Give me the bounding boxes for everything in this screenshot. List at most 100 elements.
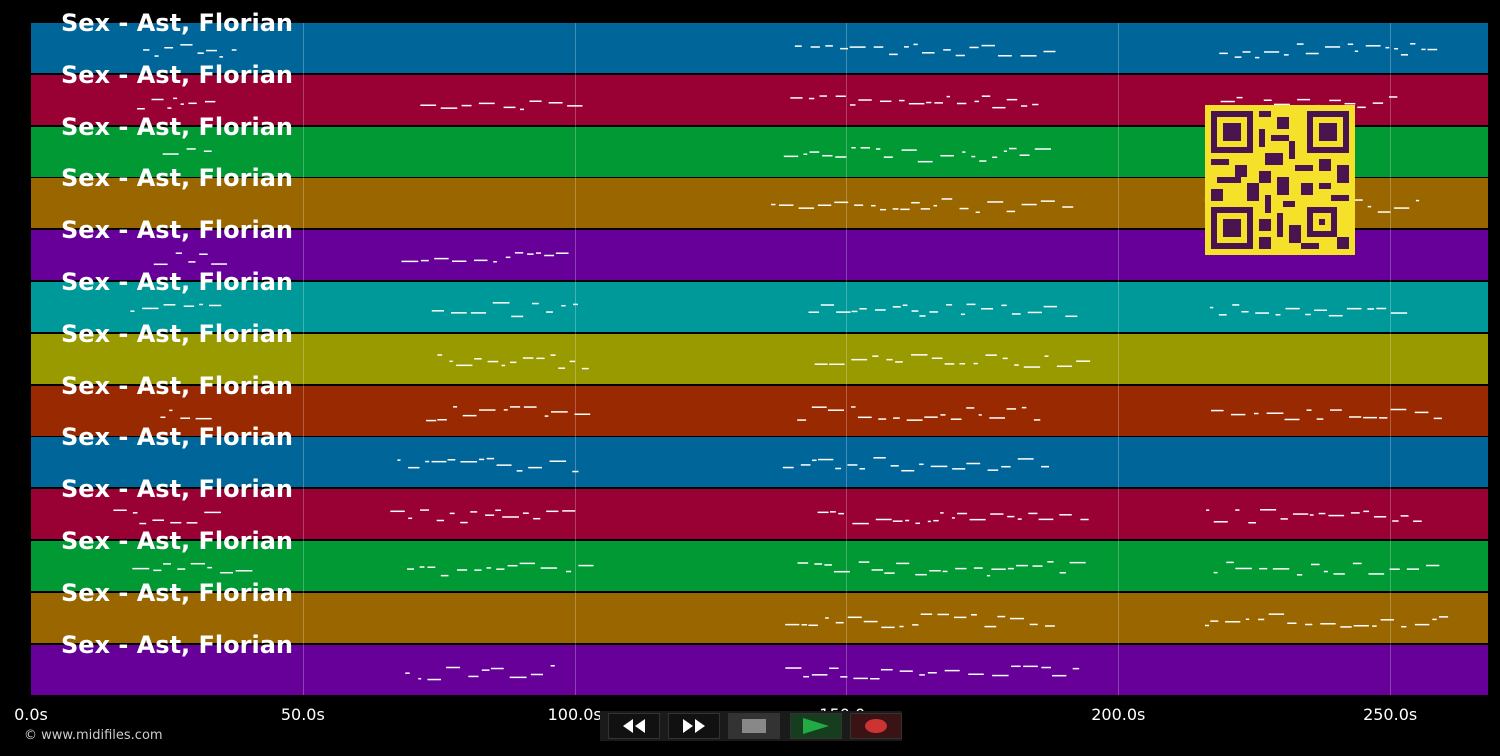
note-mark [420,104,437,106]
note-mark [811,406,827,408]
note-mark [440,574,449,577]
note-mark [902,304,908,307]
note-mark [1255,312,1270,314]
note-mark [540,567,558,569]
note-mark [1255,56,1260,59]
note-mark [1353,624,1369,627]
note-mark [881,626,895,628]
note-mark [408,467,420,469]
note-mark [505,256,511,259]
note-mark [951,517,955,519]
note-mark [1377,211,1391,214]
note-mark [558,367,566,369]
note-mark [820,304,835,306]
note-mark [819,95,827,97]
stop-icon [742,719,766,733]
note-mark [960,313,966,316]
note-mark [1021,204,1037,206]
note-mark [1318,512,1326,515]
note-mark [1235,509,1240,511]
tick-label: 0.0s [14,705,48,724]
note-mark [1006,407,1017,410]
transport-bar [600,711,902,741]
note-mark [883,155,893,158]
note-mark [544,254,555,257]
note-mark [893,416,900,419]
note-mark [851,310,858,313]
note-mark [1258,618,1265,621]
note-mark [929,311,939,313]
note-mark [197,52,204,54]
note-mark [987,201,1004,204]
note-mark [186,522,198,524]
note-mark [981,95,991,97]
note-mark [992,106,1006,109]
note-mark [1385,46,1390,49]
record-button[interactable] [850,713,902,739]
note-mark [971,155,976,157]
note-mark [811,673,828,676]
rewind-button[interactable] [608,713,660,739]
note-mark [879,100,892,102]
note-mark [991,568,1006,570]
note-mark [532,302,539,305]
note-mark [486,567,492,569]
note-mark [1235,567,1252,570]
note-mark [407,568,414,570]
note-mark [953,616,967,618]
note-mark [833,570,850,573]
note-mark [827,409,845,411]
note-mark [959,362,966,365]
note-mark [1226,561,1234,564]
note-mark [495,509,501,512]
note-mark [1232,304,1240,306]
note-mark [838,513,844,515]
note-mark [510,361,517,363]
note-mark [578,564,594,567]
note-mark [1287,622,1297,624]
note-mark [1306,408,1312,411]
note-mark [154,55,159,57]
track-lane: Sex - Ast, Florian [31,423,1488,488]
note-mark [507,564,518,567]
note-mark [503,106,516,108]
note-mark [1349,415,1362,418]
play-button[interactable] [790,713,842,739]
note-mark [153,569,162,572]
note-mark [1272,568,1290,570]
note-mark [573,303,578,306]
note-mark [569,360,576,362]
note-mark [989,416,1006,419]
note-mark [825,617,829,619]
fast-forward-button[interactable] [668,713,720,739]
note-mark [1045,625,1055,627]
fast-forward-icon [683,719,705,733]
note-mark [522,512,529,515]
note-mark [1352,562,1362,565]
note-mark [1010,617,1024,620]
note-mark [851,358,868,361]
note-mark [1001,466,1011,468]
note-mark [436,519,445,522]
note-mark [452,260,467,263]
note-mark [139,522,147,525]
note-mark [872,355,879,357]
note-marks [143,43,1438,59]
track-label: Sex - Ast, Florian [61,268,293,296]
note-mark [851,405,856,408]
tick-label: 50.0s [280,705,325,724]
note-mark [803,675,809,678]
note-mark [1376,307,1387,310]
note-mark [431,461,447,463]
stop-button[interactable] [728,713,780,739]
note-mark [1394,47,1399,50]
note-mark [1392,520,1399,522]
note-mark [933,520,939,522]
note-mark [829,363,845,365]
note-mark [992,674,1009,676]
note-mark [1230,413,1246,415]
note-mark [1414,623,1430,626]
note-mark [162,152,179,155]
note-mark [1432,618,1437,620]
note-mark [917,160,933,163]
